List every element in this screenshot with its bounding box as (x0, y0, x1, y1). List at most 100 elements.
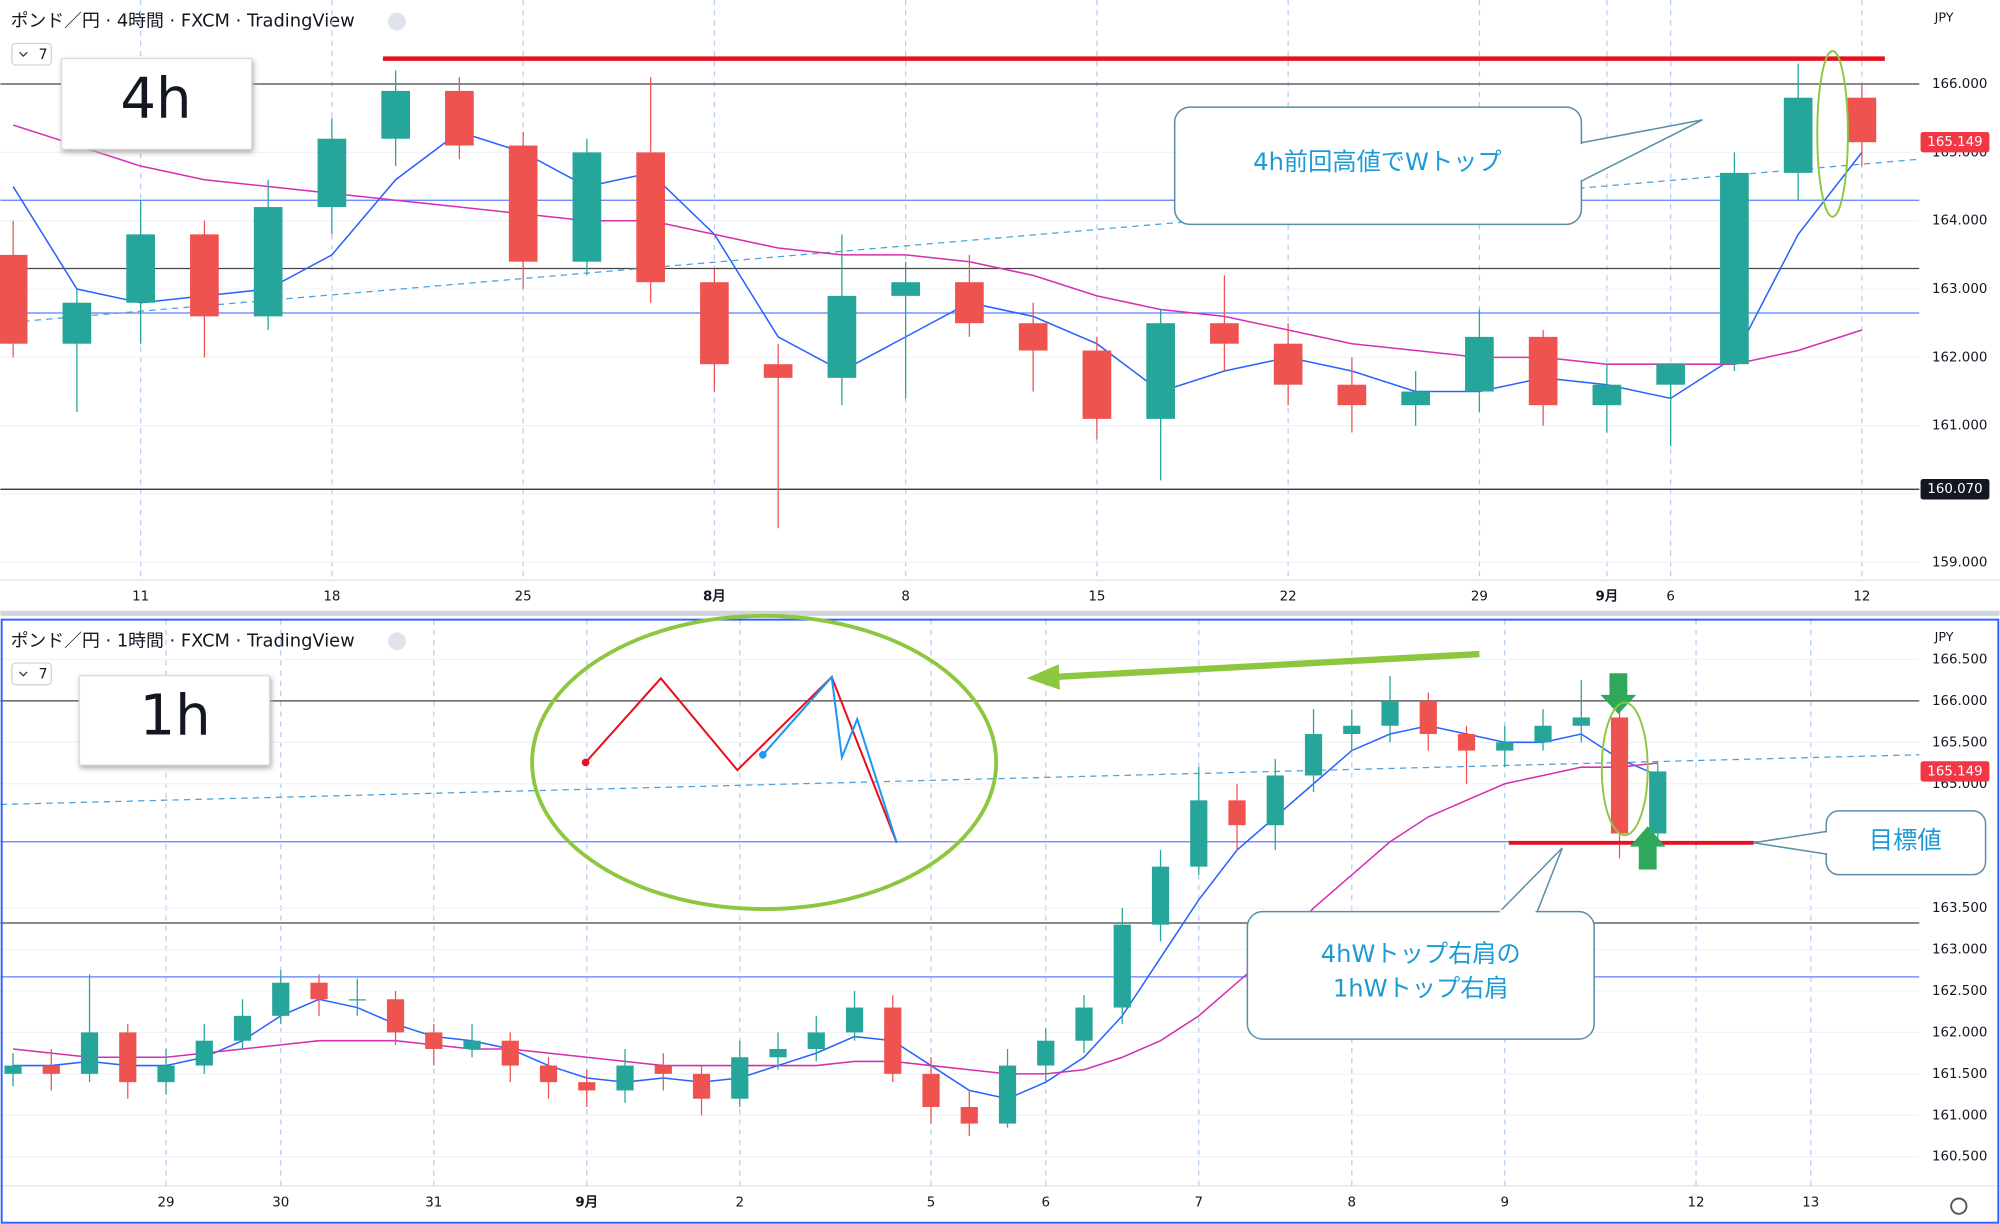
callout-box (1246, 910, 1595, 1040)
y-tick-label: 160.500 (1932, 1150, 1987, 1165)
x-tick-label: 5 (927, 1195, 936, 1210)
price-label-box (1920, 761, 1990, 782)
candle-body (955, 282, 984, 324)
candle-body (1343, 725, 1361, 735)
y-tick-label: 165.500 (1932, 735, 1987, 750)
candle-body (922, 1073, 940, 1108)
x-tick-label: 6 (1666, 590, 1675, 605)
x-tick-label: 18 (323, 590, 340, 605)
hide-button[interactable] (388, 12, 406, 31)
x-tick-label: 11 (132, 590, 149, 605)
active-panel-border (0, 618, 2000, 1224)
candle-body (1847, 97, 1877, 143)
candle-body (1381, 700, 1399, 726)
candle-body (1610, 717, 1629, 834)
currency-label: JPY (1934, 10, 1954, 25)
candle-body (807, 1032, 825, 1049)
x-tick-label: 12 (1853, 590, 1870, 605)
candle-body (539, 1065, 558, 1083)
candle-body (195, 1040, 213, 1066)
y-tick-label: 162.000 (1932, 350, 1987, 365)
candle-body (1266, 775, 1284, 826)
y-tick-label: 164.000 (1932, 214, 1987, 229)
candle-body (310, 982, 328, 1000)
settings-icon[interactable] (1950, 1197, 1968, 1215)
x-tick-label: 12 (1688, 1195, 1705, 1210)
candle-body (1401, 391, 1430, 406)
candle-body (616, 1065, 634, 1091)
candle-body (1304, 734, 1323, 776)
candle-body (1190, 800, 1208, 867)
candle-body (425, 1032, 443, 1049)
candle-body (572, 152, 602, 262)
candle-body (1018, 323, 1048, 351)
highlight-ellipse (1816, 50, 1849, 218)
candle-body (1528, 336, 1558, 406)
y-tick-label: 161.000 (1932, 1108, 1987, 1123)
candle-body (445, 90, 474, 146)
indicator-count: 7 (39, 666, 48, 682)
hide-button[interactable] (388, 632, 406, 651)
x-tick-label: 15 (1088, 590, 1105, 605)
chart-title: ポンド／円 · 4時間 · FXCM · TradingView (11, 11, 355, 32)
candle-body (1720, 172, 1749, 365)
candle-body (769, 1048, 787, 1058)
candle-body (845, 1007, 864, 1033)
candle-body (578, 1082, 596, 1091)
candle-body (1146, 323, 1175, 419)
candle-body (1151, 866, 1170, 925)
candle-body (1228, 800, 1246, 826)
y-tick-label: 161.000 (1932, 419, 1987, 434)
timeframe-box (60, 58, 253, 150)
up-arrow (1629, 826, 1666, 870)
y-tick-label: 163.500 (1932, 901, 1987, 916)
indicator-toggle[interactable] (11, 662, 53, 686)
x-tick-label: 6 (1042, 1195, 1051, 1210)
chart-title: ポンド／円 · 1時間 · FXCM · TradingView (11, 630, 355, 651)
candle-body (1465, 336, 1494, 392)
price-label: 160.070 (1927, 482, 1982, 497)
candle-body (501, 1040, 519, 1066)
x-tick-label: 25 (515, 590, 532, 605)
w-pattern-detail (762, 674, 898, 844)
y-tick-label: 163.000 (1932, 943, 1987, 958)
candle-body (636, 152, 665, 283)
x-tick-label: 9月 (1596, 589, 1619, 605)
candle-body (272, 982, 290, 1016)
candle-body (62, 302, 92, 344)
candle-body (1457, 734, 1476, 751)
candle-body (42, 1065, 60, 1074)
candle-body (692, 1073, 711, 1099)
candle-body (1273, 343, 1303, 385)
candle-body (1649, 771, 1667, 834)
arrow (1052, 650, 1480, 681)
candle-body (253, 207, 283, 317)
y-tick-label: 159.000 (1932, 555, 1987, 570)
pattern-point (581, 758, 590, 767)
chevron (19, 51, 28, 58)
pattern-point (759, 750, 767, 759)
y-tick-label: 162.500 (1932, 984, 1987, 999)
callout-text: 1hWトップ右肩 (1333, 974, 1509, 1002)
y-tick-label: 166.500 (1932, 652, 1987, 667)
indicator-count: 7 (39, 47, 48, 63)
candle-body (190, 234, 219, 317)
candle-body (1075, 1007, 1093, 1041)
callout-text: 目標値 (1869, 827, 1942, 855)
candle-body (4, 1065, 22, 1074)
candle-body (233, 1015, 252, 1041)
candle-body (1210, 323, 1239, 344)
candle-body (1337, 384, 1367, 406)
candle-body (386, 999, 405, 1033)
moving-average (12, 762, 1658, 1075)
candle-body (654, 1065, 672, 1074)
candle-body (731, 1057, 749, 1099)
candle-body (381, 90, 410, 139)
candle-body (508, 145, 538, 262)
highlight-ellipse (1600, 701, 1649, 837)
candle-body (1656, 364, 1685, 385)
y-tick-label: 162.000 (1932, 1025, 1987, 1040)
indicator-toggle[interactable] (11, 42, 53, 66)
price-label: 165.149 (1927, 764, 1982, 779)
